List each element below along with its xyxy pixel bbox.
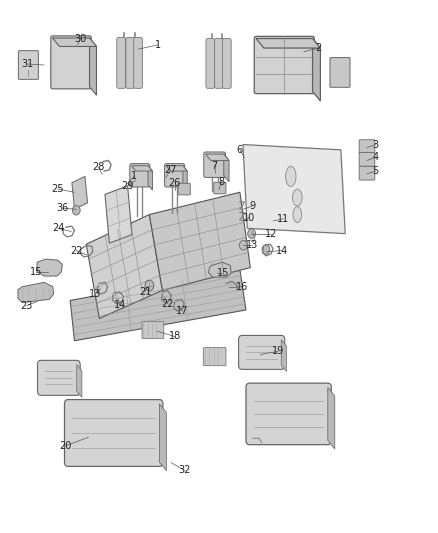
FancyBboxPatch shape [206, 38, 215, 88]
Text: 14: 14 [113, 300, 126, 310]
Polygon shape [243, 144, 345, 233]
Polygon shape [37, 259, 62, 276]
Text: 30: 30 [74, 34, 87, 44]
Text: 26: 26 [169, 177, 181, 188]
Polygon shape [86, 215, 162, 318]
Text: 24: 24 [52, 223, 64, 233]
Text: 13: 13 [89, 289, 101, 299]
Circle shape [72, 206, 80, 215]
Text: 10: 10 [244, 213, 256, 223]
Polygon shape [53, 38, 96, 46]
FancyBboxPatch shape [18, 51, 39, 79]
FancyBboxPatch shape [359, 152, 375, 166]
Circle shape [248, 229, 255, 238]
FancyBboxPatch shape [134, 37, 142, 88]
FancyBboxPatch shape [38, 360, 80, 395]
Text: 3: 3 [373, 140, 379, 150]
FancyBboxPatch shape [359, 140, 375, 154]
Circle shape [145, 280, 154, 291]
Polygon shape [77, 365, 82, 398]
Text: 22: 22 [161, 298, 174, 309]
Text: 5: 5 [373, 166, 379, 176]
Text: 12: 12 [265, 229, 277, 239]
Text: 15: 15 [217, 268, 230, 278]
Polygon shape [281, 340, 286, 372]
FancyBboxPatch shape [126, 37, 134, 88]
Text: 20: 20 [60, 441, 72, 451]
Polygon shape [166, 166, 187, 171]
Polygon shape [131, 166, 152, 171]
Polygon shape [256, 38, 321, 48]
Text: 4: 4 [373, 152, 379, 162]
Polygon shape [118, 38, 141, 86]
FancyBboxPatch shape [204, 152, 226, 177]
Text: 21: 21 [139, 287, 151, 297]
Text: 17: 17 [176, 306, 189, 316]
FancyBboxPatch shape [51, 36, 91, 89]
FancyBboxPatch shape [254, 36, 314, 94]
Ellipse shape [286, 166, 296, 187]
FancyBboxPatch shape [130, 164, 150, 187]
Polygon shape [149, 192, 251, 290]
Text: 11: 11 [277, 214, 290, 224]
Polygon shape [70, 270, 246, 341]
FancyBboxPatch shape [203, 348, 226, 366]
Text: 9: 9 [249, 201, 255, 211]
Text: 2: 2 [315, 43, 321, 53]
Text: 32: 32 [178, 465, 191, 475]
Polygon shape [207, 39, 230, 87]
Polygon shape [105, 186, 132, 243]
Polygon shape [313, 38, 321, 101]
Polygon shape [18, 282, 53, 303]
Polygon shape [224, 154, 229, 182]
Text: 1: 1 [131, 172, 137, 181]
FancyBboxPatch shape [64, 400, 163, 466]
Polygon shape [328, 387, 335, 449]
Polygon shape [183, 166, 187, 190]
Ellipse shape [293, 189, 302, 206]
Text: 18: 18 [169, 332, 181, 342]
Ellipse shape [293, 207, 302, 222]
Polygon shape [208, 262, 231, 277]
Text: 31: 31 [21, 59, 34, 69]
Polygon shape [205, 154, 229, 160]
Polygon shape [159, 404, 166, 471]
Text: 23: 23 [21, 301, 33, 311]
FancyBboxPatch shape [165, 164, 185, 187]
Text: 27: 27 [164, 165, 177, 175]
Circle shape [262, 245, 270, 254]
Text: 16: 16 [237, 281, 249, 292]
Text: 36: 36 [56, 203, 68, 213]
Text: 6: 6 [237, 145, 243, 155]
Text: 28: 28 [92, 162, 104, 172]
Polygon shape [148, 166, 152, 190]
FancyBboxPatch shape [223, 38, 231, 88]
Text: 25: 25 [52, 184, 64, 194]
FancyBboxPatch shape [239, 335, 285, 369]
FancyBboxPatch shape [142, 321, 164, 338]
FancyBboxPatch shape [246, 383, 331, 445]
FancyBboxPatch shape [117, 37, 125, 88]
Text: 22: 22 [70, 246, 82, 256]
FancyBboxPatch shape [359, 166, 375, 180]
Text: 7: 7 [212, 161, 218, 171]
Circle shape [240, 240, 247, 250]
Polygon shape [89, 38, 96, 95]
FancyBboxPatch shape [214, 182, 226, 194]
Text: 14: 14 [276, 246, 288, 256]
Text: 19: 19 [272, 346, 284, 357]
FancyBboxPatch shape [330, 58, 350, 87]
Text: 13: 13 [246, 240, 258, 251]
FancyBboxPatch shape [215, 38, 223, 88]
Text: 29: 29 [121, 181, 134, 191]
Text: 15: 15 [30, 267, 42, 277]
Text: 8: 8 [219, 176, 225, 187]
Polygon shape [72, 176, 88, 209]
FancyBboxPatch shape [178, 183, 190, 195]
Text: 1: 1 [155, 40, 161, 50]
